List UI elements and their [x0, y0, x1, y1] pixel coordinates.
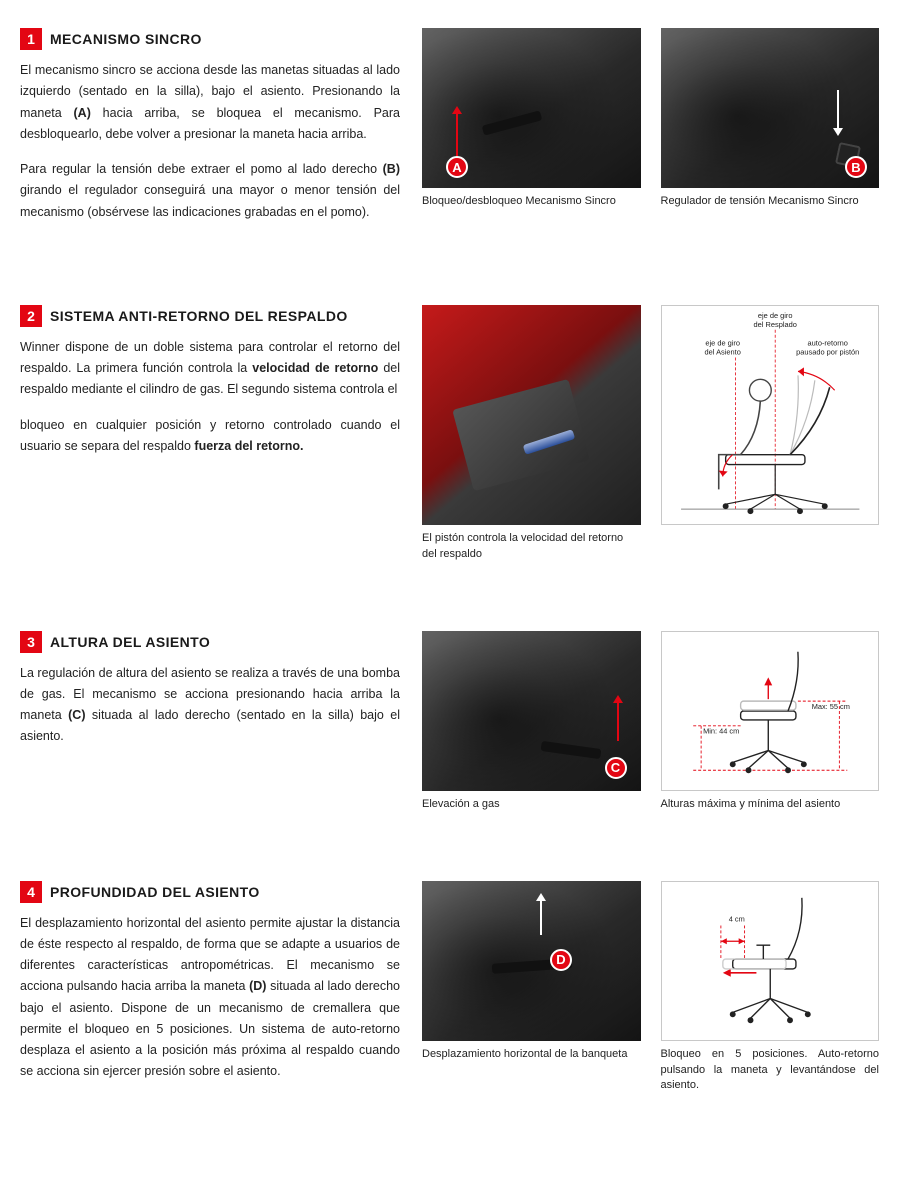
photo-tension-regulator: B [661, 28, 880, 188]
figure-2a: El pistón controla la velocidad del reto… [422, 305, 641, 563]
figure-2b: eje de giro del Resplado eje de giro del… [661, 305, 880, 563]
media-column: C Elevación a gas Min: 44 cm Max: 55 cm [422, 631, 879, 813]
diagram-seat-depth: 4 cm [661, 881, 880, 1041]
figure-caption: Regulador de tensión Mecanismo Sincro [661, 194, 880, 210]
section-body: Winner dispone de un doble sistema para … [20, 337, 400, 457]
heading: 3 ALTURA DEL ASIENTO [20, 631, 400, 653]
badge-a-icon: A [446, 156, 468, 178]
badge-d-icon: D [550, 949, 572, 971]
media-column: A Bloqueo/desbloqueo Mecanismo Sincro B … [422, 28, 879, 210]
section-2: 2 SISTEMA ANTI-RETORNO DEL RESPALDO Winn… [20, 305, 879, 563]
badge-c-icon: C [605, 757, 627, 779]
heading: 2 SISTEMA ANTI-RETORNO DEL RESPALDO [20, 305, 400, 327]
media-column: D Desplazamiento horizontal de la banque… [422, 881, 879, 1095]
section-title: PROFUNDIDAD DEL ASIENTO [50, 884, 260, 900]
section-title: ALTURA DEL ASIENTO [50, 634, 210, 650]
diagram-seat-height: Min: 44 cm Max: 55 cm [661, 631, 880, 791]
svg-text:Max: 55 cm: Max: 55 cm [811, 702, 849, 711]
svg-text:pausado por pistón: pausado por pistón [796, 347, 859, 356]
section-body: El mecanismo sincro se acciona desde las… [20, 60, 400, 223]
section-number-badge: 2 [20, 305, 42, 327]
section-number-badge: 1 [20, 28, 42, 50]
section-number-badge: 4 [20, 881, 42, 903]
section-number-badge: 3 [20, 631, 42, 653]
text-column: 4 PROFUNDIDAD DEL ASIENTO El desplazamie… [20, 881, 400, 1097]
section-title: MECANISMO SINCRO [50, 31, 202, 47]
text-column: 2 SISTEMA ANTI-RETORNO DEL RESPALDO Winn… [20, 305, 400, 471]
section-3: 3 ALTURA DEL ASIENTO La regulación de al… [20, 631, 879, 813]
section-1: 1 MECANISMO SINCRO El mecanismo sincro s… [20, 28, 879, 237]
figure-3b: Min: 44 cm Max: 55 cm [661, 631, 880, 813]
figure-3a: C Elevación a gas [422, 631, 641, 813]
text-column: 1 MECANISMO SINCRO El mecanismo sincro s… [20, 28, 400, 237]
svg-text:Min: 44 cm: Min: 44 cm [703, 726, 739, 735]
badge-b-icon: B [845, 156, 867, 178]
figure-caption: Desplazamiento horizontal de la banqueta [422, 1047, 641, 1063]
figure-1a: A Bloqueo/desbloqueo Mecanismo Sincro [422, 28, 641, 210]
figure-4b: 4 cm [661, 881, 880, 1095]
section-4: 4 PROFUNDIDAD DEL ASIENTO El desplazamie… [20, 881, 879, 1097]
media-column: El pistón controla la velocidad del reto… [422, 305, 879, 563]
section-body: El desplazamiento horizontal del asiento… [20, 913, 400, 1083]
section-body: La regulación de altura del asiento se r… [20, 663, 400, 748]
photo-seat-depth: D [422, 881, 641, 1041]
figure-caption: Bloqueo/desbloqueo Mecanismo Sincro [422, 194, 641, 210]
section-title: SISTEMA ANTI-RETORNO DEL RESPALDO [50, 308, 348, 324]
photo-piston [422, 305, 641, 525]
svg-text:auto-retorno: auto-retorno [807, 338, 847, 347]
svg-text:del Asiento: del Asiento [704, 347, 740, 356]
svg-text:eje de giro: eje de giro [757, 311, 792, 320]
figure-4a: D Desplazamiento horizontal de la banque… [422, 881, 641, 1095]
figure-caption: Bloqueo en 5 posiciones. Auto-retorno pu… [661, 1047, 880, 1095]
heading: 1 MECANISMO SINCRO [20, 28, 400, 50]
photo-gas-lift: C [422, 631, 641, 791]
heading: 4 PROFUNDIDAD DEL ASIENTO [20, 881, 400, 903]
photo-lock-mechanism: A [422, 28, 641, 188]
figure-caption: El pistón controla la velocidad del reto… [422, 531, 641, 563]
text-column: 3 ALTURA DEL ASIENTO La regulación de al… [20, 631, 400, 762]
diagram-anti-return: eje de giro del Resplado eje de giro del… [661, 305, 880, 525]
figure-caption: Alturas máxima y mínima del asiento [661, 797, 880, 813]
figure-caption: Elevación a gas [422, 797, 641, 813]
svg-text:del Resplado: del Resplado [753, 320, 796, 329]
svg-text:4 cm: 4 cm [728, 914, 744, 923]
svg-text:eje de giro: eje de giro [705, 338, 740, 347]
figure-1b: B Regulador de tensión Mecanismo Sincro [661, 28, 880, 210]
